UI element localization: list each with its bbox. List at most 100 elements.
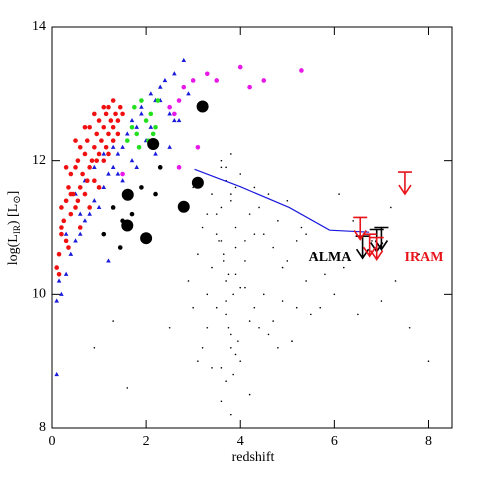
triangle-point xyxy=(148,124,154,129)
circle-point xyxy=(59,225,64,230)
circle-point xyxy=(101,231,107,237)
circle-point xyxy=(73,165,78,170)
triangle-point xyxy=(176,117,182,123)
circle-point xyxy=(115,131,121,137)
circle-point xyxy=(181,84,187,90)
circle-point xyxy=(103,111,109,117)
circle-point xyxy=(190,78,196,83)
circle-point xyxy=(82,191,88,197)
circle-point xyxy=(77,185,83,190)
dot-point xyxy=(222,253,225,256)
triangle-point xyxy=(153,151,158,156)
circle-point xyxy=(155,98,161,103)
dot-point xyxy=(258,326,260,329)
circle-point xyxy=(237,64,243,70)
dot-point xyxy=(244,260,246,262)
dot-point xyxy=(227,273,230,276)
circle-point xyxy=(261,78,267,83)
dot-point xyxy=(234,273,237,276)
dot-point xyxy=(230,199,232,202)
triangle-point xyxy=(139,104,144,109)
circle-point xyxy=(153,191,158,197)
circle-point xyxy=(101,158,107,163)
circle-point xyxy=(129,124,135,130)
circle-point xyxy=(129,211,135,217)
circle-point xyxy=(96,118,102,123)
dot-point xyxy=(197,253,199,256)
dot-point xyxy=(352,220,354,222)
dot-point xyxy=(281,300,284,302)
triangle-point xyxy=(73,238,78,243)
circle-point xyxy=(136,145,142,150)
dot-point xyxy=(258,206,260,209)
circle-point xyxy=(195,145,201,150)
triangle-point xyxy=(101,184,107,189)
triangle-point xyxy=(54,371,60,377)
circle-point xyxy=(157,165,163,170)
triangle-point xyxy=(129,117,135,123)
circle-point xyxy=(247,84,252,90)
dot-point xyxy=(281,266,284,269)
circle-point xyxy=(113,111,118,117)
circle-point xyxy=(63,165,69,170)
annotation: IRAM xyxy=(405,250,444,265)
upper-limit xyxy=(369,236,384,261)
circle-point xyxy=(214,78,220,83)
dot-point xyxy=(230,347,232,349)
circle-point xyxy=(176,98,182,103)
circle-point xyxy=(89,158,95,163)
x-tick-label: 6 xyxy=(331,434,338,449)
dot-point xyxy=(225,166,227,169)
triangle-point xyxy=(134,164,140,169)
dot-point xyxy=(380,300,383,302)
dot-point xyxy=(215,213,218,215)
y-label-sub: IR xyxy=(12,225,22,234)
circle-point xyxy=(134,131,140,137)
triangle-point xyxy=(96,204,102,210)
circle-point xyxy=(68,191,74,197)
big-circle-point xyxy=(121,219,134,232)
dot-point xyxy=(126,387,129,389)
circle-point xyxy=(110,138,116,143)
y-label-part: ] xyxy=(6,191,21,196)
circle-point xyxy=(87,205,92,210)
dot-point xyxy=(192,306,194,309)
triangle-point xyxy=(92,164,97,169)
circle-point xyxy=(143,118,149,123)
dot-point xyxy=(230,413,232,416)
circle-point xyxy=(94,158,100,163)
triangle-point xyxy=(115,151,121,156)
dot-point xyxy=(319,306,322,309)
circle-point xyxy=(120,111,125,117)
circle-point xyxy=(108,118,114,123)
dot-point xyxy=(211,367,213,369)
dot-point xyxy=(371,240,373,242)
dot-point xyxy=(295,240,298,242)
triangle-point xyxy=(82,218,88,223)
triangle-point xyxy=(129,158,135,163)
circle-point xyxy=(73,205,78,210)
triangle-point xyxy=(68,251,74,256)
dot-point xyxy=(215,306,218,309)
triangle-point xyxy=(134,124,140,129)
big-circle-point xyxy=(121,188,134,201)
dot-point xyxy=(197,360,199,362)
dot-point xyxy=(232,373,234,376)
circle-point xyxy=(99,138,104,143)
circle-point xyxy=(66,245,71,250)
triangle-point xyxy=(115,171,121,176)
circle-point xyxy=(110,205,116,210)
upper-limit xyxy=(397,171,412,196)
circle-point xyxy=(176,165,182,170)
dot-point xyxy=(192,186,194,189)
dot-point xyxy=(230,193,232,195)
triangle-point xyxy=(157,84,163,89)
triangle-point xyxy=(167,111,172,116)
y-axis-label: log(LIR) [L⊙] xyxy=(6,191,23,266)
dot-point xyxy=(277,220,279,222)
dot-point xyxy=(267,333,270,336)
dot-point xyxy=(225,300,227,302)
circle-point xyxy=(75,158,81,163)
circle-point xyxy=(68,211,74,217)
dot-point xyxy=(230,333,232,336)
